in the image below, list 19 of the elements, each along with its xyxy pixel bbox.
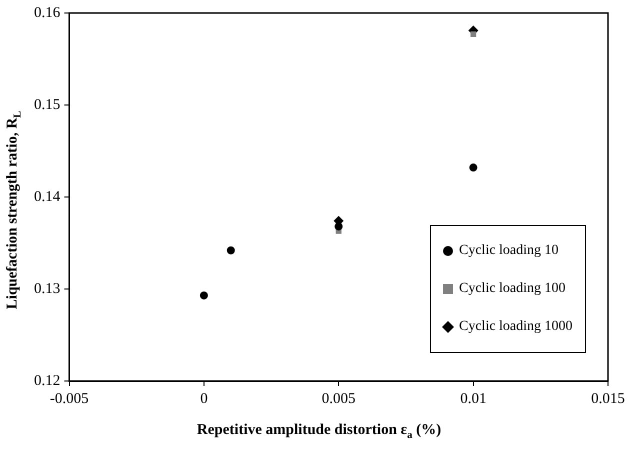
x-tick-label: 0.015 bbox=[591, 390, 625, 407]
x-axis-title: Repetitive amplitude distortion ε$_{a}$ (%) bbox=[196, 422, 442, 441]
point bbox=[470, 31, 476, 37]
legend-label: Cyclic loading 10 bbox=[459, 243, 559, 259]
point bbox=[200, 291, 208, 300]
x-tick-label: 0.01 bbox=[460, 390, 486, 407]
x-tick-label: 0.005 bbox=[322, 390, 356, 407]
x-tick-label: -0.005 bbox=[50, 390, 89, 407]
legend-label: Cyclic loading 1000 bbox=[459, 319, 573, 335]
y-tick-label: 0.12 bbox=[34, 372, 60, 389]
x-tick-label: 0 bbox=[200, 390, 208, 407]
y-tick-label: 0.15 bbox=[34, 96, 60, 113]
legend-label: Cyclic loading 100 bbox=[459, 281, 566, 297]
point bbox=[226, 246, 235, 254]
y-tick-label: 0.14 bbox=[34, 188, 61, 205]
y-tick-label: 0.13 bbox=[34, 280, 60, 297]
point bbox=[334, 222, 343, 230]
y-tick-label: 0.16 bbox=[34, 4, 61, 21]
point bbox=[469, 164, 478, 172]
